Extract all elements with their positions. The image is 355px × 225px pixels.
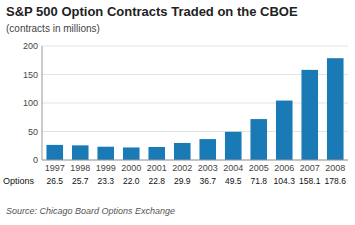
x-tick-label: 2008 — [325, 163, 345, 173]
bar — [199, 139, 216, 160]
y-tick-label: 50 — [28, 127, 38, 137]
data-label: 104.3 — [274, 176, 296, 186]
source: Source: Chicago Board Options Exchange — [6, 206, 175, 216]
x-tick-label: 1999 — [96, 163, 116, 173]
x-tick-label: 2002 — [172, 163, 192, 173]
x-tick-label: 2000 — [121, 163, 141, 173]
data-label: 22.0 — [123, 176, 140, 186]
x-tick-label: 2007 — [300, 163, 320, 173]
bar — [46, 145, 63, 160]
x-tick-label: 2006 — [274, 163, 294, 173]
x-tick-label: 1997 — [45, 163, 65, 173]
data-label: 178.6 — [325, 176, 347, 186]
chart: S&P 500 Option Contracts Traded on the C… — [0, 0, 355, 225]
bars — [46, 58, 343, 160]
x-tick-label: 2005 — [249, 163, 269, 173]
data-label: 29.9 — [174, 176, 191, 186]
data-label: 71.8 — [250, 176, 267, 186]
grid — [42, 46, 348, 160]
data-label: 25.7 — [72, 176, 89, 186]
bar — [148, 147, 165, 160]
row-label: Options — [3, 176, 35, 186]
data-label: 36.7 — [199, 176, 216, 186]
bar — [174, 143, 191, 160]
data-label: 158.1 — [299, 176, 321, 186]
title: S&P 500 Option Contracts Traded on the C… — [6, 4, 298, 19]
y-tick-label: 200 — [23, 41, 38, 51]
data-label: 23.3 — [97, 176, 114, 186]
x-axis-line — [42, 160, 348, 161]
x-tick-label: 2004 — [223, 163, 243, 173]
bar — [123, 147, 140, 160]
y-axis-line — [42, 46, 43, 160]
y-tick-label: 150 — [23, 70, 38, 80]
y-tick-label: 100 — [23, 98, 38, 108]
bar — [301, 70, 318, 160]
bar — [250, 119, 267, 160]
data-label: 26.5 — [46, 176, 63, 186]
bar — [97, 147, 114, 160]
data-label: 22.8 — [148, 176, 165, 186]
grid-line — [42, 160, 348, 161]
grid-line — [42, 46, 348, 47]
x-tick-label: 2003 — [198, 163, 218, 173]
x-tick-label: 1998 — [70, 163, 90, 173]
subtitle: (contracts in millions) — [6, 23, 100, 34]
bar — [327, 58, 344, 160]
data-label: 49.5 — [225, 176, 242, 186]
y-tick-label: 0 — [33, 155, 38, 165]
bar — [276, 101, 293, 160]
x-tick-label: 2001 — [147, 163, 167, 173]
bar — [72, 145, 89, 160]
bar — [225, 132, 242, 160]
